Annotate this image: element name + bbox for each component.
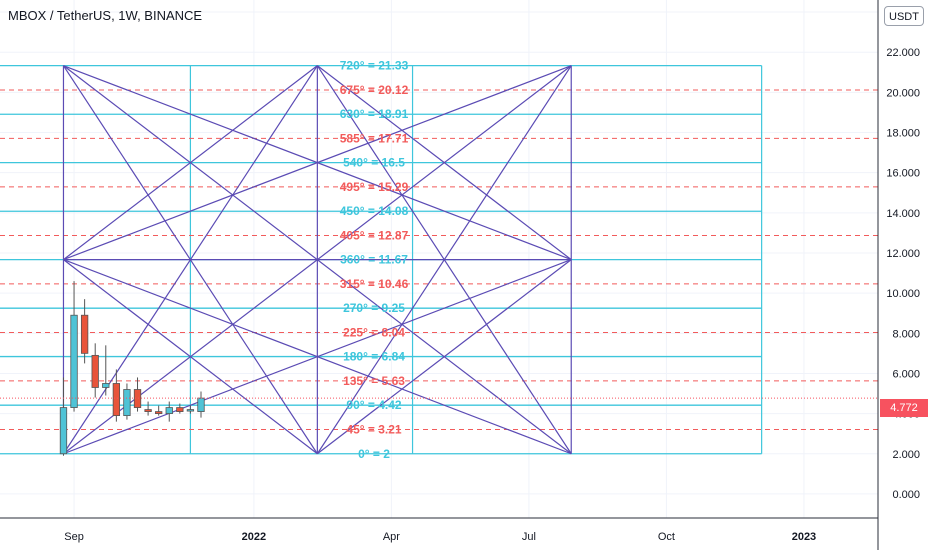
candlesticks[interactable]: [59, 281, 205, 456]
x-tick-label: Jul: [522, 531, 536, 543]
level-label: 450° = 14.08: [340, 204, 409, 218]
y-tick-label: 2.000: [892, 449, 920, 461]
candle-body: [165, 407, 173, 414]
candle-body: [144, 409, 152, 412]
y-tick-label: 22.000: [886, 47, 920, 59]
last-price-badge: 4.772: [880, 399, 928, 417]
y-tick-label: 16.000: [886, 168, 920, 180]
gann-line: [316, 259, 572, 455]
level-label: 135° = 5.63: [343, 374, 405, 388]
chart-title: MBOX / TetherUS, 1W, BINANCE: [8, 8, 203, 23]
y-tick-label: 10.000: [886, 288, 920, 300]
y-tick-label: 8.000: [892, 328, 920, 340]
level-label: 225° = 8.04: [343, 325, 405, 339]
gann-line: [316, 65, 572, 261]
level-label: 675° = 20.12: [340, 83, 409, 97]
gann-line: [63, 259, 318, 455]
level-label: 585° = 17.71: [340, 131, 409, 145]
level-label: 495° = 15.29: [340, 180, 409, 194]
level-label: 315° = 10.46: [340, 277, 409, 291]
y-tick-label: 14.000: [886, 208, 920, 220]
candle-body: [80, 314, 89, 354]
gann-line: [63, 65, 572, 261]
gann-level-labels: 0° = 2 45° = 3.21 90° = 4.42 135° = 5.63 180…: [340, 59, 409, 461]
candle-body: [59, 407, 68, 455]
candle-body: [133, 389, 142, 408]
gann-line: [63, 259, 572, 455]
candle-body: [155, 411, 163, 414]
level-label: 405° = 12.87: [340, 229, 409, 243]
level-label: 720° = 21.33: [340, 59, 409, 73]
gann-box: [62, 65, 572, 455]
level-label: 630° = 18.91: [340, 107, 409, 121]
y-tick-label: 6.000: [892, 368, 920, 380]
candle-body: [123, 389, 131, 417]
level-label: 45° = 3.21: [346, 422, 402, 436]
level-label: 270° = 9.25: [343, 301, 405, 315]
x-tick-label: Oct: [658, 531, 675, 543]
level-label: 360° = 11.67: [340, 253, 408, 267]
level-label: 180° = 6.84: [343, 350, 405, 364]
level-label: 90° = 4.42: [346, 398, 402, 412]
y-tick-label: 20.000: [886, 87, 920, 99]
y-tick-label: 12.000: [886, 248, 920, 260]
level-label: 540° = 16.5: [343, 156, 405, 170]
candle-body: [102, 383, 110, 388]
x-tick-label: 2022: [242, 531, 266, 543]
x-tick-label: Sep: [64, 531, 84, 543]
currency-button[interactable]: USDT: [884, 6, 924, 26]
x-tick-label: Apr: [383, 531, 400, 543]
candle-body: [186, 409, 195, 412]
level-label: 0° = 2: [358, 447, 390, 461]
candle-body: [70, 314, 78, 408]
gann-line: [63, 65, 318, 261]
y-tick-label: 18.000: [886, 128, 920, 140]
x-tick-label: 2023: [792, 531, 816, 543]
candle-body: [176, 407, 184, 412]
candle-body: [91, 354, 99, 388]
y-tick-label: 0.000: [892, 489, 920, 501]
candle-body: [197, 397, 205, 412]
candle-body: [112, 383, 121, 417]
gann-line: [316, 65, 572, 455]
